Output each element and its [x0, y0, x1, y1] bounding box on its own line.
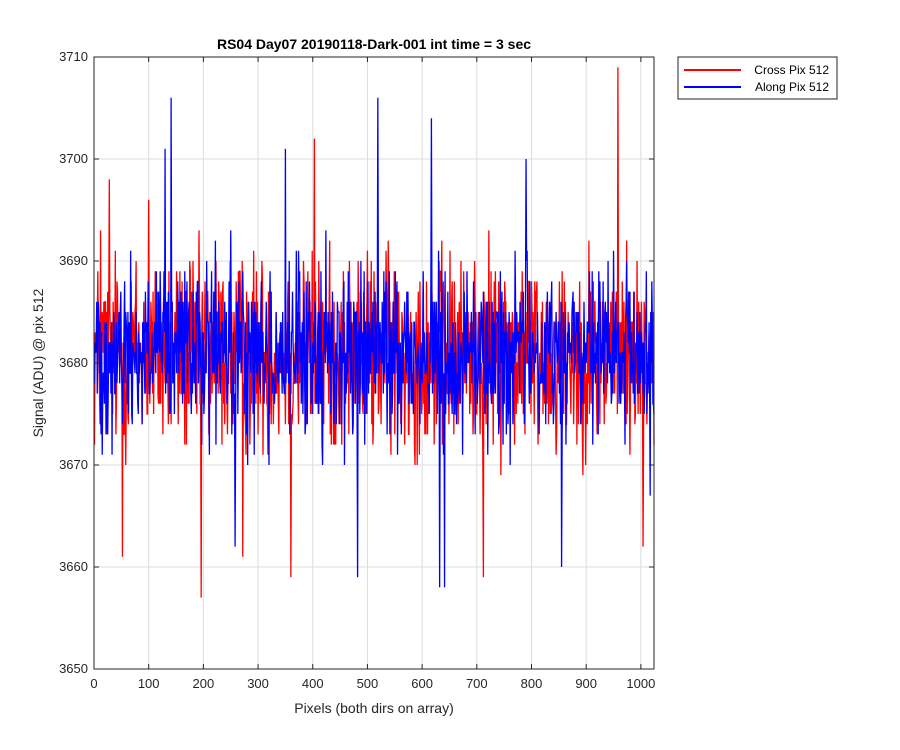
- y-tick-label: 3690: [59, 253, 88, 268]
- y-tick-label: 3680: [59, 355, 88, 370]
- y-axis-label: Signal (ADU) @ pix 512: [30, 288, 46, 437]
- y-tick-label: 3710: [59, 49, 88, 64]
- y-tick-label: 3660: [59, 559, 88, 574]
- y-tick-label: 3650: [59, 661, 88, 676]
- legend: Cross Pix 512 Along Pix 512: [677, 56, 838, 100]
- x-tick-label: 1000: [626, 676, 655, 691]
- chart-title: RS04 Day07 20190118-Dark-001 int time = …: [217, 36, 531, 52]
- x-axis-label: Pixels (both dirs on array): [294, 700, 454, 716]
- x-tick-label: 200: [193, 676, 215, 691]
- y-tick-label: 3700: [59, 151, 88, 166]
- x-tick-label: 400: [302, 676, 324, 691]
- y-tick-label: 3670: [59, 457, 88, 472]
- x-tick-label: 500: [357, 676, 379, 691]
- legend-label-along: Along Pix 512: [755, 80, 829, 94]
- x-tick-label: 700: [466, 676, 488, 691]
- x-tick-label: 0: [90, 676, 97, 691]
- axis-ticks: 0 100 200 300 400 500 600 700 800 900 1000 3650 3660…: [59, 49, 655, 691]
- legend-label-cross: Cross Pix 512: [754, 63, 829, 77]
- x-tick-label: 300: [247, 676, 269, 691]
- x-tick-label: 100: [138, 676, 160, 691]
- series-layer: [93, 67, 655, 598]
- x-tick-label: 600: [411, 676, 433, 691]
- legend-box: [677, 56, 838, 100]
- series-line-along-pix-512: [93, 97, 655, 588]
- x-tick-label: 800: [521, 676, 543, 691]
- x-tick-label: 900: [575, 676, 597, 691]
